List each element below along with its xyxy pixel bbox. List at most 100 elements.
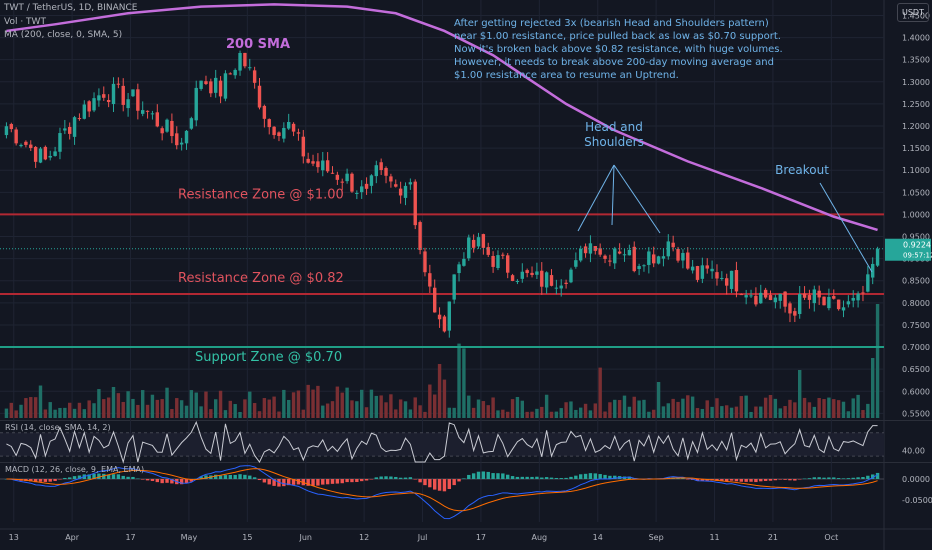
macd-histogram-bar [257, 479, 262, 481]
candle-body [355, 192, 359, 194]
price-axis-background [884, 0, 932, 550]
candle-body [583, 246, 588, 254]
pattern-arrow [577, 164, 615, 232]
candle-body [418, 222, 422, 250]
candle-body [9, 124, 14, 130]
candle-body [710, 268, 714, 272]
volume-bar [102, 399, 106, 418]
volume-bar [116, 393, 121, 418]
pattern-arrow [613, 164, 661, 234]
candle-body [866, 274, 870, 292]
macd-histogram-bar [583, 473, 588, 479]
candle-body [63, 128, 67, 131]
time-tick-label: Apr [65, 533, 80, 542]
candle-body [510, 275, 515, 281]
candle-body [749, 295, 753, 297]
price-tick-label: 0.6000 [902, 387, 930, 396]
volume-bar [671, 398, 675, 418]
volume-bar [700, 408, 705, 418]
candle-body [165, 119, 169, 132]
volume-legend[interactable]: Vol · TWT [4, 17, 46, 27]
volume-bar [827, 397, 831, 418]
candle-body [53, 151, 57, 156]
candle-body [345, 173, 349, 182]
macd-histogram-bar [325, 479, 330, 485]
candle-body [681, 252, 685, 261]
volume-bar [510, 399, 515, 418]
price-tick-label: 1.2000 [902, 122, 930, 131]
price-tick-label: 1.1000 [902, 166, 930, 175]
candle-body [856, 293, 860, 301]
candle-body [306, 158, 310, 163]
candle-body [335, 174, 340, 180]
volume-bar [768, 394, 773, 418]
candle-body [617, 251, 622, 254]
candle-body [671, 242, 675, 248]
candle-body [403, 185, 408, 198]
time-tick-label: 17 [125, 533, 135, 542]
candle-body [559, 285, 563, 289]
currency-button[interactable]: USDT [897, 3, 929, 22]
macd-histogram-bar [768, 479, 773, 481]
macd-histogram-bar [384, 476, 388, 479]
macd-histogram-bar [778, 479, 782, 480]
candle-body [661, 256, 666, 259]
volume-bar [651, 409, 656, 418]
macd-histogram-bar [38, 479, 43, 482]
price-tick-label: 1.3000 [902, 78, 930, 87]
price-tick-label: 1.1500 [902, 144, 930, 153]
volume-bar [846, 411, 851, 418]
candle-body [598, 248, 602, 255]
volume-bar [656, 382, 661, 418]
volume-bar [773, 398, 778, 418]
candle-body [97, 95, 101, 101]
candle-body [608, 260, 612, 262]
volume-bar [379, 395, 383, 418]
macd-histogram-bar [189, 479, 194, 482]
volume-bar [291, 392, 296, 418]
volume-bar [501, 409, 505, 418]
volume-bar [544, 394, 549, 418]
macd-histogram-bar [525, 476, 529, 479]
macd-histogram-bar [150, 479, 155, 481]
volume-bar [476, 399, 481, 418]
macd-histogram-bar [559, 478, 563, 479]
time-tick-label: 11 [709, 533, 719, 542]
macd-signal-line [6, 468, 878, 512]
volume-bar [170, 408, 174, 418]
macd-histogram-bar [870, 474, 875, 479]
macd-histogram-bar [272, 479, 276, 486]
macd-histogram-bar [812, 477, 817, 479]
candle-body [145, 110, 150, 112]
symbol-legend[interactable]: TWT / TetherUS, 1D, BINANCE [4, 3, 138, 13]
candle-body [179, 142, 184, 145]
head-shoulders-label: Head and [585, 120, 643, 134]
candle-body [588, 243, 593, 254]
candle-body [199, 80, 203, 89]
volume-bar [505, 411, 510, 418]
macd-histogram-bar [481, 471, 486, 479]
macd-histogram-bar [33, 479, 38, 483]
macd-histogram-bar [87, 474, 91, 479]
volume-bar [530, 411, 534, 418]
candle-body [238, 52, 242, 71]
macd-histogram-bar [432, 479, 437, 490]
volume-bar [690, 396, 695, 418]
volume-bar [486, 405, 490, 418]
macd-histogram-bar [832, 477, 836, 479]
candle-body [102, 94, 106, 98]
volume-bar [345, 387, 349, 418]
macd-histogram-bar [686, 479, 690, 480]
price-tick-label: 0.8500 [902, 277, 930, 286]
volume-bar [710, 406, 714, 418]
ma-legend[interactable]: MA (200, close, 0, SMA, 5) [4, 30, 123, 40]
price-tick-label: 1.2500 [902, 100, 930, 109]
volume-bar [442, 379, 447, 418]
volume-bar [321, 405, 325, 418]
candle-body [554, 287, 559, 289]
macd-histogram-bar [836, 478, 841, 479]
macd-histogram-bar [311, 479, 315, 486]
macd-histogram-bar [700, 479, 705, 481]
